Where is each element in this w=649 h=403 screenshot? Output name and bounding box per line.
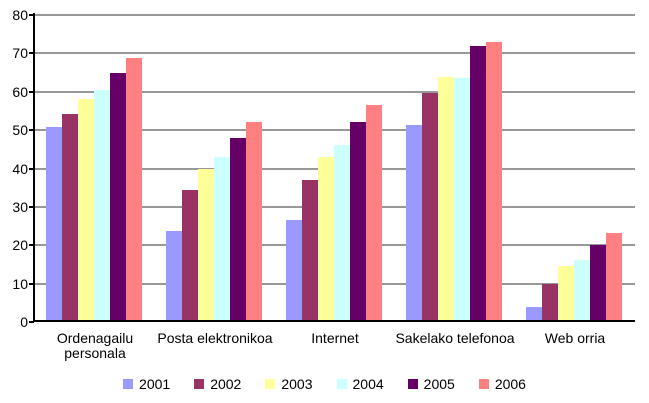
bar-2005-category-2 bbox=[230, 137, 246, 322]
bar-2001-category-4 bbox=[406, 124, 422, 322]
bar-2006-category-5 bbox=[606, 232, 622, 322]
y-axis-tick bbox=[29, 129, 34, 132]
legend-item-2003: 2003 bbox=[265, 376, 313, 392]
y-axis-tick bbox=[29, 205, 34, 208]
bar-2001-category-1 bbox=[46, 127, 62, 322]
bar-2002-category-1 bbox=[62, 113, 78, 322]
category-label-4: Sakelako telefonoa bbox=[395, 330, 515, 346]
bar-2002-category-4 bbox=[422, 92, 438, 322]
bar-2006-category-2 bbox=[246, 121, 262, 322]
bar-2005-category-5 bbox=[590, 245, 606, 322]
legend-swatch-icon bbox=[478, 379, 489, 389]
bar-2004-category-3 bbox=[334, 144, 350, 322]
legend-swatch-icon bbox=[336, 379, 347, 389]
legend-swatch-icon bbox=[123, 379, 134, 389]
bar-2005-category-1 bbox=[110, 73, 126, 322]
legend-item-2001: 2001 bbox=[123, 376, 170, 392]
bar-2004-category-5 bbox=[574, 259, 590, 322]
legend-label: 2002 bbox=[210, 376, 242, 392]
bar-2001-category-3 bbox=[286, 220, 302, 322]
category-label-1: Ordenagailu personala bbox=[56, 330, 134, 361]
y-axis-tick bbox=[29, 282, 34, 285]
bar-group-5 bbox=[515, 15, 635, 322]
y-axis-tick-label: 60 bbox=[12, 83, 28, 100]
y-axis-tick-label: 50 bbox=[12, 122, 28, 139]
y-axis-tick bbox=[29, 167, 34, 170]
y-axis-line bbox=[33, 13, 35, 322]
category-label-2: Posta elektronikoa bbox=[157, 330, 273, 346]
bar-2005-category-3 bbox=[350, 122, 366, 322]
bar-2005-category-4 bbox=[470, 46, 486, 322]
gridline bbox=[35, 52, 635, 55]
category-label-3: Internet bbox=[311, 330, 359, 346]
chart-legend: 2001 2002 2003 2004 2005 2006 bbox=[0, 374, 649, 394]
bar-2001-category-5 bbox=[526, 306, 542, 322]
legend-item-2006: 2006 bbox=[478, 376, 526, 392]
bar-2002-category-3 bbox=[302, 180, 318, 322]
bar-2006-category-1 bbox=[126, 58, 142, 322]
y-axis-tick-label: 40 bbox=[12, 160, 28, 177]
bar-2003-category-2 bbox=[198, 168, 214, 322]
y-axis-tick-label: 10 bbox=[12, 275, 28, 292]
legend-swatch-icon bbox=[407, 379, 418, 389]
gridline bbox=[35, 14, 635, 16]
y-axis-tick bbox=[29, 244, 34, 247]
y-axis-tick-label: 30 bbox=[12, 198, 28, 215]
bar-group-1 bbox=[35, 15, 155, 322]
legend-label: 2003 bbox=[281, 376, 313, 392]
legend-label: 2006 bbox=[494, 376, 526, 392]
legend-swatch-icon bbox=[194, 379, 205, 389]
bar-2003-category-3 bbox=[318, 157, 334, 322]
bar-2003-category-5 bbox=[558, 266, 574, 322]
bar-2002-category-5 bbox=[542, 284, 558, 322]
legend-label: 2001 bbox=[139, 376, 171, 392]
legend-item-2002: 2002 bbox=[194, 376, 241, 392]
bar-2001-category-2 bbox=[166, 231, 182, 322]
bar-2002-category-2 bbox=[182, 189, 198, 322]
gridline bbox=[35, 129, 635, 132]
plot-area bbox=[35, 14, 635, 322]
y-axis-tick-label: 0 bbox=[20, 314, 28, 330]
y-axis-tick bbox=[29, 90, 34, 93]
legend-swatch-icon bbox=[265, 379, 276, 389]
bar-2006-category-3 bbox=[366, 105, 382, 322]
bar-2004-category-1 bbox=[94, 89, 110, 322]
bar-group-2 bbox=[155, 15, 275, 322]
y-axis-tick-label: 20 bbox=[12, 237, 28, 254]
legend-item-2005: 2005 bbox=[407, 376, 455, 392]
legend-label: 2004 bbox=[352, 376, 384, 392]
y-axis-tick-label: 70 bbox=[12, 45, 28, 62]
gridline bbox=[35, 90, 635, 93]
category-label-5: Web orria bbox=[544, 330, 606, 346]
bar-2006-category-4 bbox=[486, 42, 502, 322]
y-axis-tick-label: 80 bbox=[12, 7, 28, 23]
bar-group-4 bbox=[395, 15, 515, 322]
y-axis-tick bbox=[29, 14, 34, 16]
bar-2004-category-2 bbox=[214, 157, 230, 322]
legend-item-2004: 2004 bbox=[336, 376, 384, 392]
bar-group-3 bbox=[275, 15, 395, 322]
x-axis-line bbox=[33, 320, 635, 322]
bar-2003-category-4 bbox=[438, 76, 454, 322]
legend-label: 2005 bbox=[423, 376, 455, 392]
bar-2003-category-1 bbox=[78, 99, 94, 322]
y-axis-tick bbox=[29, 52, 34, 55]
y-axis-tick bbox=[29, 321, 34, 323]
bar-2004-category-4 bbox=[454, 77, 470, 322]
